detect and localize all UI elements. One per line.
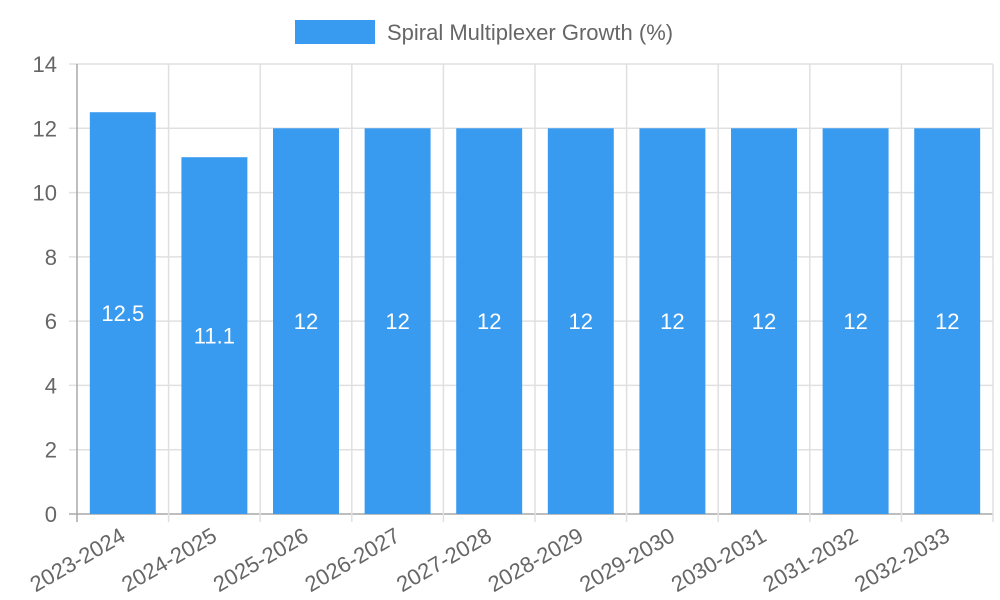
bar-value-label: 12 bbox=[843, 309, 867, 334]
bar[interactable] bbox=[547, 128, 614, 515]
bar-value-label: 12 bbox=[385, 309, 409, 334]
y-tick-label: 0 bbox=[45, 502, 57, 527]
x-tick-label: 2029-2030 bbox=[575, 523, 679, 597]
bar-value-label: 11.1 bbox=[194, 324, 235, 349]
legend[interactable]: Spiral Multiplexer Growth (%) bbox=[295, 20, 673, 45]
bar[interactable] bbox=[273, 128, 339, 515]
y-tick-label: 6 bbox=[45, 309, 57, 334]
bar[interactable] bbox=[639, 128, 706, 515]
x-tick-label: 2024-2025 bbox=[117, 523, 221, 597]
x-tick-label: 2023-2024 bbox=[26, 523, 130, 597]
bar[interactable] bbox=[822, 128, 889, 515]
x-tick-label: 2031-2032 bbox=[758, 523, 862, 597]
x-tick-label: 2026-2027 bbox=[300, 523, 404, 597]
bar-value-label: 12 bbox=[569, 309, 593, 334]
x-tick-label: 2028-2029 bbox=[484, 523, 588, 597]
bar[interactable] bbox=[731, 128, 797, 515]
bar-value-label: 12 bbox=[935, 309, 959, 334]
bar[interactable] bbox=[89, 112, 156, 514]
y-tick-label: 12 bbox=[33, 116, 57, 141]
x-tick-label: 2025-2026 bbox=[209, 523, 313, 597]
bar[interactable] bbox=[914, 128, 981, 515]
bar[interactable] bbox=[364, 128, 431, 515]
y-tick-label: 4 bbox=[45, 373, 57, 398]
bar-value-label: 12 bbox=[294, 309, 318, 334]
y-tick-label: 14 bbox=[33, 52, 57, 77]
x-tick-label: 2032-2033 bbox=[850, 523, 954, 597]
y-tick-label: 8 bbox=[45, 245, 57, 270]
bar-value-label: 12 bbox=[752, 309, 776, 334]
x-tick-label: 2030-2031 bbox=[667, 523, 771, 597]
y-tick-label: 2 bbox=[45, 438, 57, 463]
bars: 12.5 11.1 12 12 12 12 12 12 12 12 bbox=[89, 112, 981, 515]
bar-value-label: 12 bbox=[660, 309, 684, 334]
y-tick-label: 10 bbox=[33, 181, 57, 206]
bar[interactable] bbox=[181, 157, 248, 514]
legend-label: Spiral Multiplexer Growth (%) bbox=[387, 20, 673, 45]
x-tick-label: 2027-2028 bbox=[392, 523, 496, 597]
legend-swatch bbox=[295, 20, 375, 44]
bar-value-label: 12.5 bbox=[101, 301, 144, 326]
bar-value-label: 12 bbox=[477, 309, 501, 334]
bar[interactable] bbox=[456, 128, 523, 515]
